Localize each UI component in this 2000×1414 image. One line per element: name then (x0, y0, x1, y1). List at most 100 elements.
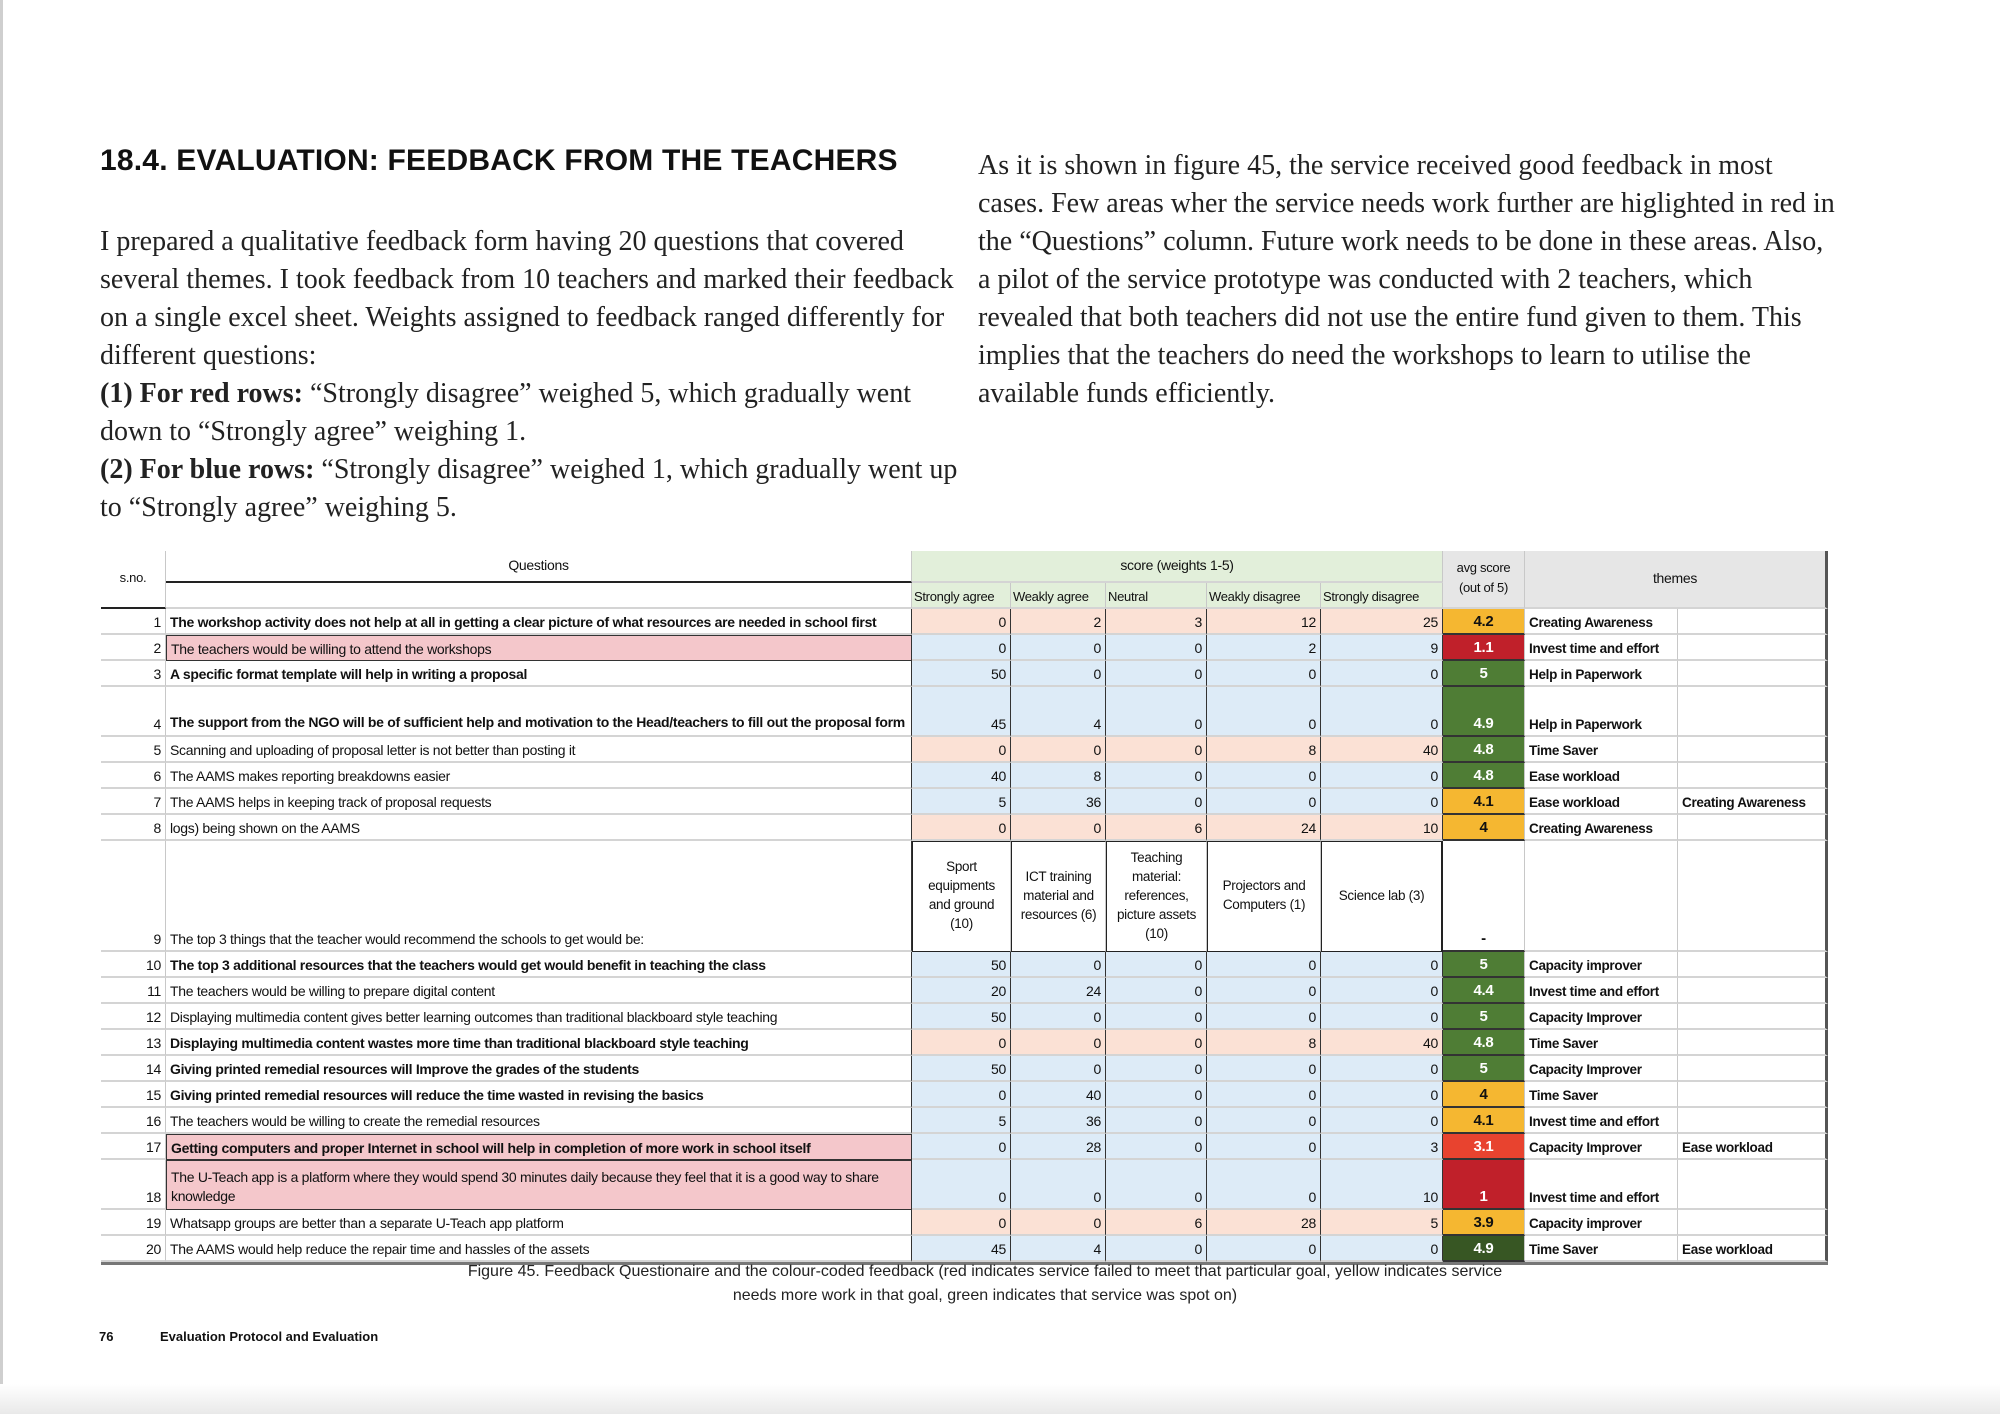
row-number: 20 (101, 1236, 166, 1262)
row-number: 19 (101, 1210, 166, 1236)
header-score-col: Neutral (1106, 583, 1207, 609)
score-value: 0 (1207, 789, 1321, 815)
theme-primary: Time Saver (1525, 1082, 1678, 1108)
score-value: 5 (912, 789, 1011, 815)
intro-paragraph: I prepared a qualitative feedback form h… (100, 223, 960, 527)
header-score-col: Weakly agree (1011, 583, 1106, 609)
question-text: Giving printed remedial resources will I… (166, 1056, 912, 1082)
question-text: The support from the NGO will be of suff… (166, 687, 912, 737)
theme-secondary (1678, 661, 1828, 687)
theme-secondary (1678, 815, 1828, 841)
row-number: 12 (101, 1004, 166, 1030)
theme-secondary (1678, 952, 1828, 978)
row-number: 14 (101, 1056, 166, 1082)
score-value: 0 (1106, 1160, 1207, 1210)
theme-primary: Invest time and effort (1525, 1108, 1678, 1134)
header-sno: s.no. (101, 551, 166, 609)
score-value: 0 (1106, 1236, 1207, 1262)
question-text: Giving printed remedial resources will r… (166, 1082, 912, 1108)
score-value: 45 (912, 687, 1011, 737)
theme-secondary (1678, 1056, 1828, 1082)
score-value: 8 (1011, 763, 1106, 789)
row-number: 7 (101, 789, 166, 815)
theme-secondary: Ease workload (1678, 1134, 1828, 1160)
theme-secondary (1678, 1004, 1828, 1030)
avg-score-badge: 4.4 (1443, 978, 1525, 1004)
red-rows-text: “Strongly disagree” weighed 5, which gra… (100, 378, 912, 447)
theme-primary: Capacity improver (1525, 1210, 1678, 1236)
theme-secondary (1678, 687, 1828, 737)
avg-score-badge: 5 (1443, 1056, 1525, 1082)
score-value: 0 (912, 1082, 1011, 1108)
score-value: 28 (1011, 1134, 1106, 1160)
score-value: 0 (912, 815, 1011, 841)
score-value: 0 (1106, 1030, 1207, 1056)
avg-score-badge: 4.8 (1443, 763, 1525, 789)
score-value: 0 (912, 1160, 1011, 1210)
resource-option: Projectors and Computers (1) (1207, 841, 1321, 952)
score-value: 0 (1207, 661, 1321, 687)
score-value: 8 (1207, 737, 1321, 763)
score-value: 36 (1011, 1108, 1106, 1134)
score-value: 0 (912, 609, 1011, 635)
section-heading: 18.4. EVALUATION: FEEDBACK FROM THE TEAC… (100, 144, 898, 177)
theme-secondary (1678, 635, 1828, 661)
resource-option: Science lab (3) (1321, 841, 1443, 952)
row-number: 10 (101, 952, 166, 978)
row-number: 13 (101, 1030, 166, 1056)
score-value: 9 (1321, 635, 1443, 661)
row-number: 11 (101, 978, 166, 1004)
theme-secondary (1678, 841, 1828, 952)
theme-primary: Capacity improver (1525, 952, 1678, 978)
theme-secondary (1678, 1030, 1828, 1056)
score-value: 0 (1011, 1160, 1106, 1210)
score-value: 2 (1011, 609, 1106, 635)
row-number: 4 (101, 687, 166, 737)
score-value: 0 (1321, 789, 1443, 815)
resource-option: Teaching material: references, picture a… (1106, 841, 1207, 952)
score-value: 0 (1321, 978, 1443, 1004)
score-value: 50 (912, 952, 1011, 978)
score-value: 0 (1106, 1082, 1207, 1108)
question-text: The teachers would be willing to prepare… (166, 978, 912, 1004)
header-score-col: Strongly disagree (1321, 583, 1443, 609)
score-value: 0 (912, 635, 1011, 661)
theme-secondary: Ease workload (1678, 1236, 1828, 1262)
score-value: 6 (1106, 815, 1207, 841)
score-value: 0 (912, 1134, 1011, 1160)
theme-secondary (1678, 978, 1828, 1004)
theme-primary: Creating Awareness (1525, 815, 1678, 841)
score-value: 40 (1011, 1082, 1106, 1108)
theme-primary: Invest time and effort (1525, 635, 1678, 661)
header-score: score (weights 1-5) (912, 551, 1443, 583)
header-score-col: Strongly agree (912, 583, 1011, 609)
score-value: 0 (1321, 661, 1443, 687)
score-value: 24 (1011, 978, 1106, 1004)
score-value: 0 (1207, 1236, 1321, 1262)
row-number: 8 (101, 815, 166, 841)
theme-secondary (1678, 763, 1828, 789)
avg-score-badge: 5 (1443, 1004, 1525, 1030)
question-text: The AAMS would help reduce the repair ti… (166, 1236, 912, 1262)
score-value: 10 (1321, 815, 1443, 841)
score-value: 0 (912, 1030, 1011, 1056)
score-value: 0 (1207, 763, 1321, 789)
theme-secondary (1678, 1160, 1828, 1210)
score-value: 25 (1321, 609, 1443, 635)
score-value: 0 (912, 737, 1011, 763)
question-text: The teachers would be willing to attend … (166, 635, 912, 661)
score-value: 12 (1207, 609, 1321, 635)
score-value: 0 (1207, 1056, 1321, 1082)
score-value: 20 (912, 978, 1011, 1004)
theme-primary (1525, 841, 1678, 952)
question-text: The U-Teach app is a platform where they… (166, 1160, 912, 1210)
row-number: 2 (101, 635, 166, 661)
row-number: 1 (101, 609, 166, 635)
theme-primary: Time Saver (1525, 1030, 1678, 1056)
score-value: 0 (912, 1210, 1011, 1236)
score-value: 0 (1011, 1210, 1106, 1236)
score-value: 0 (1321, 1056, 1443, 1082)
page-shadow (0, 1384, 2000, 1414)
score-value: 0 (1321, 1004, 1443, 1030)
score-value: 0 (1011, 815, 1106, 841)
